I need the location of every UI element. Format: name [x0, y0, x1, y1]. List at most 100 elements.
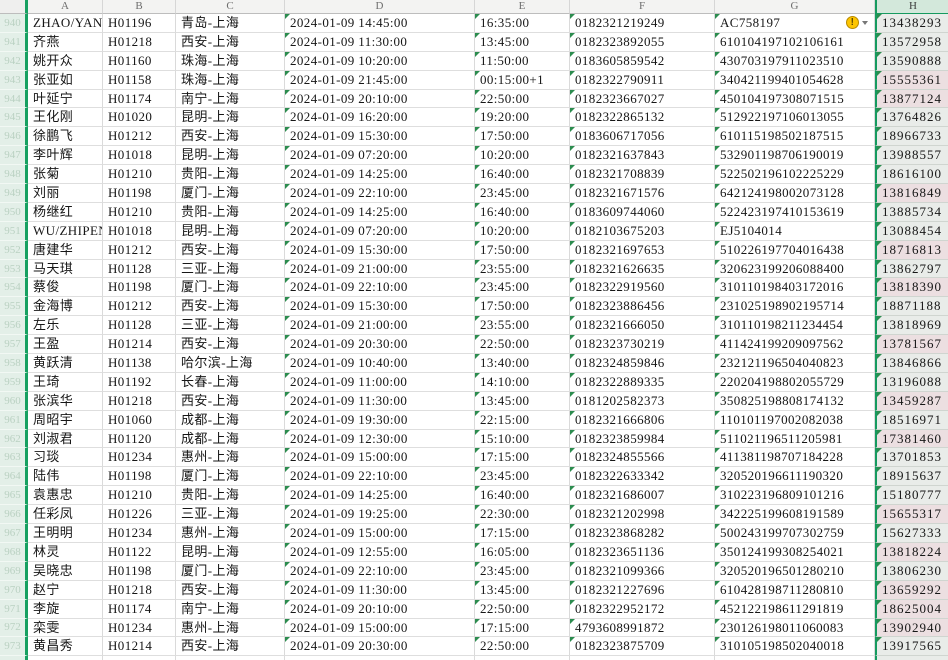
cell-E952[interactable]: 17:50:00 [475, 240, 570, 260]
cell-B968[interactable]: H01122 [103, 542, 176, 562]
cell-F943[interactable]: 0182322790911 [570, 70, 715, 90]
cell-H958[interactable]: 13846866 [875, 354, 948, 373]
row-header-973[interactable]: 973 [0, 637, 28, 657]
cell-A943[interactable]: 张亚如 [28, 70, 103, 90]
cell-G959[interactable]: 220204198802055729 [715, 372, 875, 392]
cell-B946[interactable]: H01212 [103, 127, 176, 147]
cell-G968[interactable]: 350124199308254021 [715, 542, 875, 562]
cell-F945[interactable]: 0182322865132 [570, 108, 715, 128]
cell-C965[interactable]: 贵阳-上海 [176, 486, 285, 506]
row-header-969[interactable]: 969 [0, 561, 28, 581]
cell-E954[interactable]: 23:45:00 [475, 278, 570, 298]
cell-A961[interactable]: 周昭宇 [28, 410, 103, 430]
cell-C947[interactable]: 昆明-上海 [176, 146, 285, 166]
cell-B964[interactable]: H01198 [103, 467, 176, 487]
cell-C964[interactable]: 厦门-上海 [176, 467, 285, 487]
cell-G967[interactable]: 500243199707302759 [715, 524, 875, 543]
cell-D944[interactable]: 2024-01-09 20:10:00 [285, 89, 475, 109]
cell-D955[interactable]: 2024-01-09 15:30:00 [285, 297, 475, 317]
cell-H971[interactable]: 18625004 [875, 599, 948, 619]
cell-G962[interactable]: 511021196511205981 [715, 429, 875, 449]
cell-B950[interactable]: H01210 [103, 202, 176, 222]
cell-H965[interactable]: 15180777 [875, 486, 948, 506]
cell-G951[interactable]: EJ5104014 [715, 221, 875, 241]
cell-A959[interactable]: 王琦 [28, 372, 103, 392]
cell-H945[interactable]: 13764826 [875, 108, 948, 128]
cell-C974[interactable] [176, 656, 285, 660]
cell-H964[interactable]: 18915637 [875, 467, 948, 487]
cell-B971[interactable]: H01174 [103, 599, 176, 619]
cell-D952[interactable]: 2024-01-09 15:30:00 [285, 240, 475, 260]
cell-D950[interactable]: 2024-01-09 14:25:00 [285, 202, 475, 222]
cell-H951[interactable]: 13088454 [875, 221, 948, 241]
row-header-953[interactable]: 953 [0, 259, 28, 279]
cell-H970[interactable]: 13659292 [875, 580, 948, 600]
cell-F953[interactable]: 0182321626635 [570, 259, 715, 279]
cell-E956[interactable]: 23:55:00 [475, 316, 570, 336]
error-checking-button[interactable]: ! [846, 16, 868, 29]
cell-A957[interactable]: 王盈 [28, 335, 103, 355]
cell-G942[interactable]: 430703197911023510 [715, 51, 875, 71]
row-header-957[interactable]: 957 [0, 335, 28, 355]
cell-A955[interactable]: 金海博 [28, 297, 103, 317]
warning-dropdown-arrow-icon[interactable] [862, 20, 868, 25]
error-warning-icon[interactable]: ! [846, 16, 859, 29]
cell-B958[interactable]: H01138 [103, 354, 176, 373]
cell-E941[interactable]: 13:45:00 [475, 32, 570, 52]
cell-C972[interactable]: 惠州-上海 [176, 618, 285, 638]
cell-H947[interactable]: 13988557 [875, 146, 948, 166]
row-header-946[interactable]: 946 [0, 127, 28, 147]
cell-E971[interactable]: 22:50:00 [475, 599, 570, 619]
cell-A941[interactable]: 齐燕 [28, 32, 103, 52]
cell-E958[interactable]: 13:40:00 [475, 354, 570, 373]
cell-E953[interactable]: 23:55:00 [475, 259, 570, 279]
cell-B949[interactable]: H01198 [103, 184, 176, 203]
column-header-G[interactable]: G [715, 0, 875, 14]
cell-D949[interactable]: 2024-01-09 22:10:00 [285, 184, 475, 203]
cell-D956[interactable]: 2024-01-09 21:00:00 [285, 316, 475, 336]
column-header-E[interactable]: E [475, 0, 570, 14]
cell-E957[interactable]: 22:50:00 [475, 335, 570, 355]
cell-E962[interactable]: 15:10:00 [475, 429, 570, 449]
cell-H961[interactable]: 18516971 [875, 410, 948, 430]
cell-D974[interactable] [285, 656, 475, 660]
cell-B943[interactable]: H01158 [103, 70, 176, 90]
select-all-corner[interactable] [0, 0, 28, 14]
row-header-951[interactable]: 951 [0, 221, 28, 241]
cell-C960[interactable]: 西安-上海 [176, 391, 285, 411]
cell-A968[interactable]: 林灵 [28, 542, 103, 562]
cell-F961[interactable]: 0182321666806 [570, 410, 715, 430]
cell-B951[interactable]: H01018 [103, 221, 176, 241]
cell-E964[interactable]: 23:45:00 [475, 467, 570, 487]
cell-B967[interactable]: H01234 [103, 524, 176, 543]
cell-G948[interactable]: 522502196102225229 [715, 165, 875, 185]
cell-F971[interactable]: 0182322952172 [570, 599, 715, 619]
cell-A965[interactable]: 袁惠忠 [28, 486, 103, 506]
row-header-940[interactable]: 940 [0, 14, 28, 33]
cell-A960[interactable]: 张滨华 [28, 391, 103, 411]
row-header-956[interactable]: 956 [0, 316, 28, 336]
cell-G973[interactable]: 310105198502040018 [715, 637, 875, 657]
row-header-948[interactable]: 948 [0, 165, 28, 185]
cell-C941[interactable]: 西安-上海 [176, 32, 285, 52]
cell-H946[interactable]: 18966733 [875, 127, 948, 147]
cell-G974[interactable] [715, 656, 875, 660]
cell-F956[interactable]: 0182321666050 [570, 316, 715, 336]
row-header-949[interactable]: 949 [0, 184, 28, 203]
cell-B947[interactable]: H01018 [103, 146, 176, 166]
cell-F952[interactable]: 0182321697653 [570, 240, 715, 260]
cell-D971[interactable]: 2024-01-09 20:10:00 [285, 599, 475, 619]
row-header-964[interactable]: 964 [0, 467, 28, 487]
cell-G952[interactable]: 510226197704016438 [715, 240, 875, 260]
cell-C969[interactable]: 厦门-上海 [176, 561, 285, 581]
row-header-965[interactable]: 965 [0, 486, 28, 506]
cell-E967[interactable]: 17:15:00 [475, 524, 570, 543]
cell-F963[interactable]: 0182324855566 [570, 448, 715, 468]
cell-H960[interactable]: 13459287 [875, 391, 948, 411]
cell-F954[interactable]: 0182322919560 [570, 278, 715, 298]
row-header-959[interactable]: 959 [0, 372, 28, 392]
cell-C945[interactable]: 昆明-上海 [176, 108, 285, 128]
cell-C944[interactable]: 南宁-上海 [176, 89, 285, 109]
cell-D948[interactable]: 2024-01-09 14:25:00 [285, 165, 475, 185]
cell-A948[interactable]: 张菊 [28, 165, 103, 185]
